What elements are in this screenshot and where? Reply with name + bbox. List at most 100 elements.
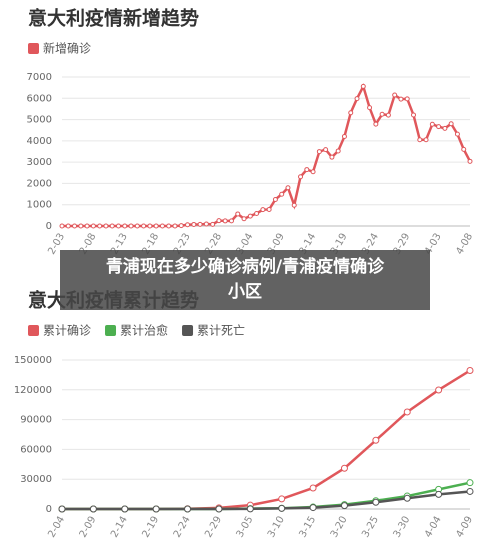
point	[429, 121, 435, 127]
point	[222, 218, 228, 224]
point	[159, 223, 165, 229]
point	[341, 133, 347, 139]
overlay-banner: 青浦现在多少确诊病例/青浦疫情确诊小区	[60, 250, 430, 310]
point	[373, 121, 379, 127]
x-tick-label: 3-10	[266, 515, 287, 540]
point	[153, 223, 159, 229]
point	[122, 223, 128, 229]
point	[266, 206, 272, 212]
point	[298, 174, 304, 180]
point	[340, 502, 348, 510]
point	[423, 137, 429, 143]
point	[404, 96, 410, 102]
point	[372, 498, 380, 506]
point	[309, 504, 317, 512]
y-tick-label: 4000	[27, 136, 52, 147]
x-tick-label: 2-19	[140, 515, 161, 540]
point	[235, 211, 241, 217]
legend-label: 新增确诊	[43, 41, 91, 56]
point	[185, 222, 191, 228]
point	[316, 149, 322, 155]
point	[279, 191, 285, 197]
point	[304, 167, 310, 173]
legend-swatch	[105, 325, 117, 336]
legend-label: 累计死亡	[197, 324, 245, 338]
point	[448, 121, 454, 127]
point	[172, 223, 178, 229]
legend-swatch	[28, 325, 39, 336]
point	[466, 479, 474, 487]
y-tick-label: 0	[46, 504, 52, 515]
point	[272, 196, 278, 202]
y-tick-label: 30000	[20, 474, 52, 485]
point	[372, 436, 380, 444]
point	[360, 83, 366, 89]
point	[348, 110, 354, 116]
point	[310, 169, 316, 175]
point	[436, 124, 442, 130]
point	[178, 223, 184, 229]
point	[435, 490, 443, 498]
y-tick-label: 150000	[14, 355, 52, 366]
y-tick-label: 0	[46, 221, 52, 232]
point	[379, 111, 385, 117]
point	[442, 125, 448, 131]
legend-swatch	[182, 325, 194, 336]
point	[417, 137, 423, 143]
point	[203, 221, 209, 227]
y-tick-label: 1000	[27, 200, 52, 211]
point	[367, 105, 373, 111]
point	[392, 92, 398, 98]
point	[454, 131, 460, 137]
x-tick-label: 2-14	[109, 515, 130, 540]
point	[335, 148, 341, 154]
point	[246, 505, 254, 513]
y-tick-label: 60000	[20, 444, 52, 455]
point	[197, 221, 203, 227]
point	[385, 112, 391, 118]
point	[65, 223, 71, 229]
x-tick-label: 3-05	[235, 515, 256, 540]
y-tick-label: 3000	[27, 157, 52, 168]
x-tick-label: 3-20	[329, 515, 350, 540]
point	[134, 223, 140, 229]
legend-label: 累计治愈	[120, 323, 168, 338]
series-line	[62, 490, 471, 511]
y-tick-label: 120000	[14, 385, 52, 396]
point	[84, 223, 90, 229]
point	[278, 495, 286, 503]
point	[216, 218, 222, 224]
x-tick-label: 2-29	[203, 515, 224, 540]
point	[121, 505, 129, 513]
point	[411, 112, 417, 118]
point	[291, 202, 297, 208]
x-tick-label: 2-09	[78, 515, 99, 540]
point	[89, 505, 97, 513]
point	[97, 223, 103, 229]
point	[329, 154, 335, 160]
point	[166, 223, 172, 229]
point	[103, 223, 109, 229]
point	[228, 218, 234, 224]
point	[115, 223, 121, 229]
y-tick-label: 2000	[27, 178, 52, 189]
legend-label: 累计确诊	[43, 324, 91, 338]
x-tick-label: 2-24	[172, 515, 193, 540]
point	[72, 223, 78, 229]
point	[323, 147, 329, 153]
point	[152, 505, 160, 513]
x-tick-label: 3-15	[297, 515, 318, 540]
x-tick-label: 4-04	[423, 515, 444, 540]
point	[241, 216, 247, 222]
y-tick-label: 90000	[20, 415, 52, 426]
x-tick-label: 4-08	[454, 232, 475, 257]
point	[461, 146, 467, 152]
point	[309, 484, 317, 492]
point	[254, 211, 260, 217]
point	[109, 223, 115, 229]
y-tick-label: 7000	[27, 72, 52, 83]
point	[467, 158, 473, 164]
point	[191, 221, 197, 227]
